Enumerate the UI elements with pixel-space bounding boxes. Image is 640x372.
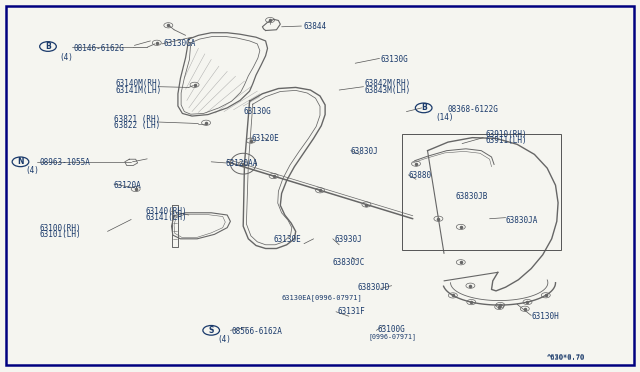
Text: 63120A: 63120A <box>114 181 141 190</box>
Text: [0996-07971]: [0996-07971] <box>368 334 416 340</box>
Text: ^630*0.70: ^630*0.70 <box>547 354 586 360</box>
Text: 63100(RH): 63100(RH) <box>40 224 81 232</box>
Text: 63930J: 63930J <box>334 235 362 244</box>
Text: 63130GA: 63130GA <box>163 39 196 48</box>
Text: 63101(LH): 63101(LH) <box>40 230 81 239</box>
Text: 08963-1055A: 08963-1055A <box>40 158 90 167</box>
Text: ^630*0.70: ^630*0.70 <box>547 355 586 361</box>
Text: 63911(LH): 63911(LH) <box>485 137 527 145</box>
Text: 63140M(RH): 63140M(RH) <box>115 79 161 88</box>
Text: 63140(RH): 63140(RH) <box>146 207 188 216</box>
Text: 63130EA[0996-07971]: 63130EA[0996-07971] <box>282 294 362 301</box>
Text: 63830J: 63830J <box>351 147 378 156</box>
Text: 63830JA: 63830JA <box>506 216 538 225</box>
Text: 63830JB: 63830JB <box>456 192 488 201</box>
Text: S: S <box>209 326 214 335</box>
Text: 63120E: 63120E <box>252 134 279 143</box>
Text: 63822 (LH): 63822 (LH) <box>114 121 160 130</box>
Text: 08566-6162A: 08566-6162A <box>232 327 282 336</box>
Text: 63844: 63844 <box>304 22 327 31</box>
Text: (4): (4) <box>60 53 74 62</box>
Text: 63120AA: 63120AA <box>226 159 259 168</box>
Text: B: B <box>45 42 51 51</box>
Text: 63130H: 63130H <box>531 312 559 321</box>
Text: 08368-6122G: 08368-6122G <box>448 105 499 114</box>
Text: N: N <box>17 157 24 166</box>
Text: 08146-6162G: 08146-6162G <box>74 44 124 53</box>
Text: B: B <box>421 103 426 112</box>
Bar <box>402 134 561 250</box>
Text: 63830JC: 63830JC <box>333 258 365 267</box>
Text: (14): (14) <box>435 113 454 122</box>
Text: 63880: 63880 <box>408 171 431 180</box>
Text: 63910(RH): 63910(RH) <box>485 130 527 139</box>
Text: 63842M(RH): 63842M(RH) <box>365 79 411 88</box>
Text: 63821 (RH): 63821 (RH) <box>114 115 160 124</box>
Text: 63130E: 63130E <box>274 235 301 244</box>
Text: 63141(LH): 63141(LH) <box>146 213 188 222</box>
Text: 63141M(LH): 63141M(LH) <box>115 86 161 94</box>
Text: 63131F: 63131F <box>338 307 365 316</box>
Text: 63100G: 63100G <box>378 326 405 334</box>
Text: 63843M(LH): 63843M(LH) <box>365 86 411 94</box>
Text: 63130G: 63130G <box>381 55 408 64</box>
Text: 63830JD: 63830JD <box>357 283 390 292</box>
Text: (4): (4) <box>218 335 232 344</box>
Text: 63130G: 63130G <box>243 107 271 116</box>
Text: (4): (4) <box>26 166 40 175</box>
